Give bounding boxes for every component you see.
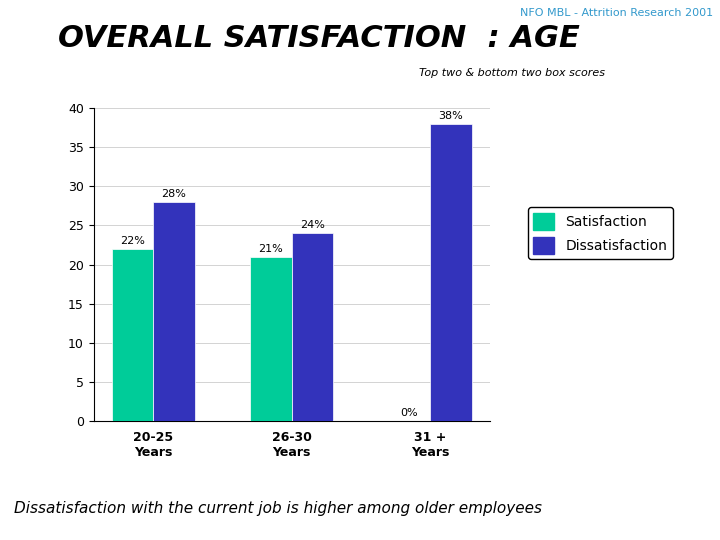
Text: 24%: 24% xyxy=(300,220,325,230)
Text: NFO MBL - Attrition Research 2001: NFO MBL - Attrition Research 2001 xyxy=(520,8,713,18)
Text: 21%: 21% xyxy=(258,244,283,254)
Bar xyxy=(112,249,153,421)
Text: Dissatisfaction with the current job is higher among older employees: Dissatisfaction with the current job is … xyxy=(14,501,542,516)
Text: 28%: 28% xyxy=(161,189,186,199)
Bar xyxy=(430,124,472,421)
Text: 22%: 22% xyxy=(120,236,145,246)
Bar xyxy=(153,202,194,421)
Legend: Satisfaction, Dissatisfaction: Satisfaction, Dissatisfaction xyxy=(528,207,672,259)
Text: 0%: 0% xyxy=(400,408,418,418)
Text: 38%: 38% xyxy=(438,111,463,120)
Bar xyxy=(292,233,333,421)
Text: Top two & bottom two box scores: Top two & bottom two box scores xyxy=(419,68,605,78)
Text: OVERALL SATISFACTION  : AGE: OVERALL SATISFACTION : AGE xyxy=(58,24,580,53)
Bar xyxy=(250,257,292,421)
